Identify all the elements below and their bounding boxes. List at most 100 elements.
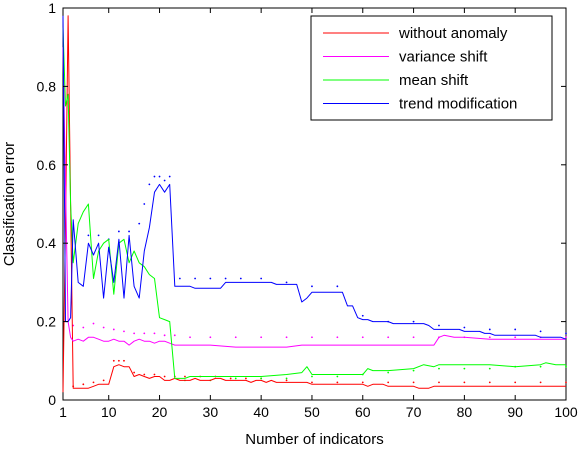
band-dot [143,373,146,376]
y-tick-label: 0.2 [37,314,57,330]
band-dot [412,369,415,372]
x-axis-label: Number of indicators [245,431,383,448]
band-dot [514,381,517,384]
band-dot [239,277,242,280]
band-dot [158,175,161,178]
band-dot [260,377,263,380]
band-dot [163,334,166,337]
band-dot [488,381,491,384]
band-dot [189,336,191,339]
band-dot [361,381,364,384]
band-dot [173,334,176,337]
band-dot [234,336,237,339]
band-dot [488,367,491,370]
band-dot [92,381,95,384]
band-dot [539,365,542,368]
band-dot [178,277,181,280]
band-dot [148,183,151,186]
series-line-without-anomaly [62,15,566,393]
band-dot [285,336,288,339]
band-dot [412,320,415,323]
band-dot [412,336,415,339]
x-tick-label: 20 [152,404,168,420]
band-dot [184,375,186,378]
band-dot [123,330,125,333]
band-dot [565,381,567,384]
y-tick-label: 0.6 [37,157,57,173]
series-line-variance-shift [62,47,566,348]
axis-ticks [62,7,567,401]
x-tick-label: 70 [406,404,422,420]
y-tick-label: 0.8 [37,78,57,94]
band-dot [168,175,171,178]
x-tick-label: 50 [304,404,320,420]
band-dot [153,332,156,335]
band-dot [488,328,491,331]
legend: without anomaly variance shift mean shift t… [310,15,553,121]
x-tick-label: 40 [253,404,269,420]
band-dot [514,336,517,339]
band-dot [87,234,90,237]
band-dot [143,332,146,335]
band-dot [336,285,339,288]
x-tick-label: 60 [355,404,371,420]
band-dot [361,314,364,317]
band-dot [92,322,95,325]
band-dot [224,277,227,280]
band-dot [539,381,542,384]
y-axis-label: Classification error [1,142,18,266]
series-lines [62,15,567,393]
band-dot [565,332,567,335]
band-dot [565,336,567,339]
band-dot [285,379,288,382]
band-dot [336,381,339,384]
band-dot [245,377,247,380]
band-dot [102,326,105,329]
band-dot [311,336,313,339]
band-dot [123,359,125,362]
band-dot [138,222,141,225]
legend-label: mean shift [399,72,469,89]
band-dot [285,281,288,284]
band-dot [565,365,567,368]
band-dot [387,371,390,374]
band-dot [133,332,136,335]
band-dot [412,381,415,384]
band-dot [260,336,263,339]
band-dot [463,381,466,384]
band-dot [463,326,466,329]
band-dot [153,373,156,376]
band-dot [163,179,166,182]
band-dot [128,230,130,233]
band-dot [336,375,339,378]
band-dot [143,203,146,205]
x-tick-label: 100 [554,404,578,420]
band-dot [153,175,156,178]
band-dot [336,336,339,339]
x-tick-label: 80 [457,404,473,420]
x-tick-label: 30 [203,404,219,420]
band-dot [209,277,212,280]
band-dot [82,326,85,329]
band-dot [514,328,517,331]
legend-label: variance shift [399,49,488,66]
legend-label: trend modification [399,96,517,113]
band-dot [387,381,390,384]
series-line-trend-modification [62,15,567,340]
band-dot [102,379,105,382]
band-dot [285,377,288,380]
band-dot [260,277,263,280]
band-dot [133,371,136,374]
band-dot [112,328,115,331]
band-dot [112,359,115,362]
band-dot [387,336,390,339]
band-dot [234,377,237,380]
band-dot [539,330,542,333]
y-tick-label: 1 [48,0,56,16]
series-line-mean-shift [62,27,566,379]
band-dot [117,359,120,362]
band-dot [311,381,313,384]
legend-label: without anomaly [398,25,508,42]
band-dot [438,381,440,384]
band-dot [438,367,440,370]
